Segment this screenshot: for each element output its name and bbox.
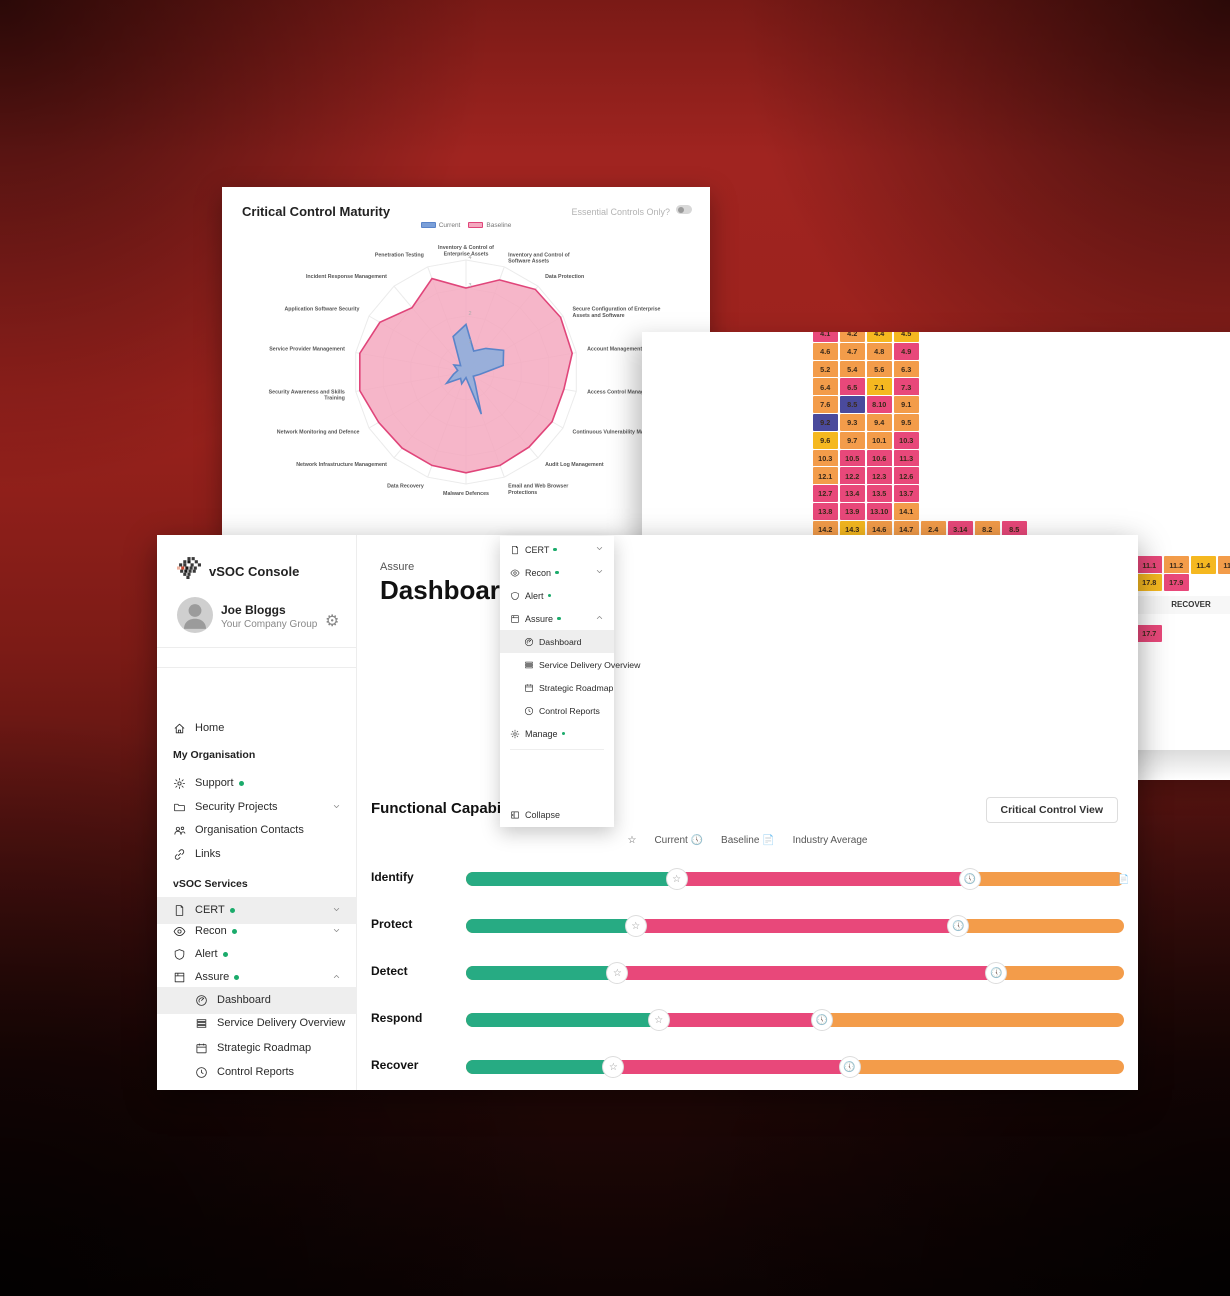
svg-text:Data Protection: Data Protection bbox=[545, 274, 584, 280]
svg-text:Protections: Protections bbox=[508, 490, 537, 496]
svg-text:Penetration Testing: Penetration Testing bbox=[375, 252, 424, 258]
svg-text:Data Recovery: Data Recovery bbox=[387, 484, 424, 490]
svg-text:Security Awareness and Skills: Security Awareness and Skills bbox=[269, 389, 345, 395]
svg-text:Incident Response Management: Incident Response Management bbox=[306, 274, 387, 280]
svg-text:Assets and Software: Assets and Software bbox=[573, 313, 625, 319]
svg-text:Enterprise Assets: Enterprise Assets bbox=[444, 251, 489, 257]
svg-text:Training: Training bbox=[324, 396, 345, 402]
svg-text:Inventory and Control of: Inventory and Control of bbox=[508, 252, 570, 258]
svg-text:Service Provider Management: Service Provider Management bbox=[269, 347, 345, 353]
svg-text:1: 1 bbox=[469, 339, 472, 345]
svg-text:Account Management: Account Management bbox=[587, 347, 642, 353]
svg-text:Secure Configuration of Enterp: Secure Configuration of Enterprise bbox=[573, 307, 661, 313]
svg-text:3: 3 bbox=[469, 283, 472, 289]
svg-text:Email and Web Browser: Email and Web Browser bbox=[508, 484, 568, 490]
svg-text:Software Assets: Software Assets bbox=[508, 259, 549, 265]
svg-text:Network Infrastructure Managem: Network Infrastructure Management bbox=[296, 462, 387, 468]
svg-text:2: 2 bbox=[469, 311, 472, 317]
svg-text:Application Software Security: Application Software Security bbox=[284, 307, 359, 313]
svg-text:Network Monitoring and Defence: Network Monitoring and Defence bbox=[277, 430, 360, 436]
svg-text:Malware Defences: Malware Defences bbox=[443, 491, 489, 497]
svg-text:Audit Log Management: Audit Log Management bbox=[545, 462, 604, 468]
svg-text:Inventory & Control of: Inventory & Control of bbox=[438, 245, 494, 251]
